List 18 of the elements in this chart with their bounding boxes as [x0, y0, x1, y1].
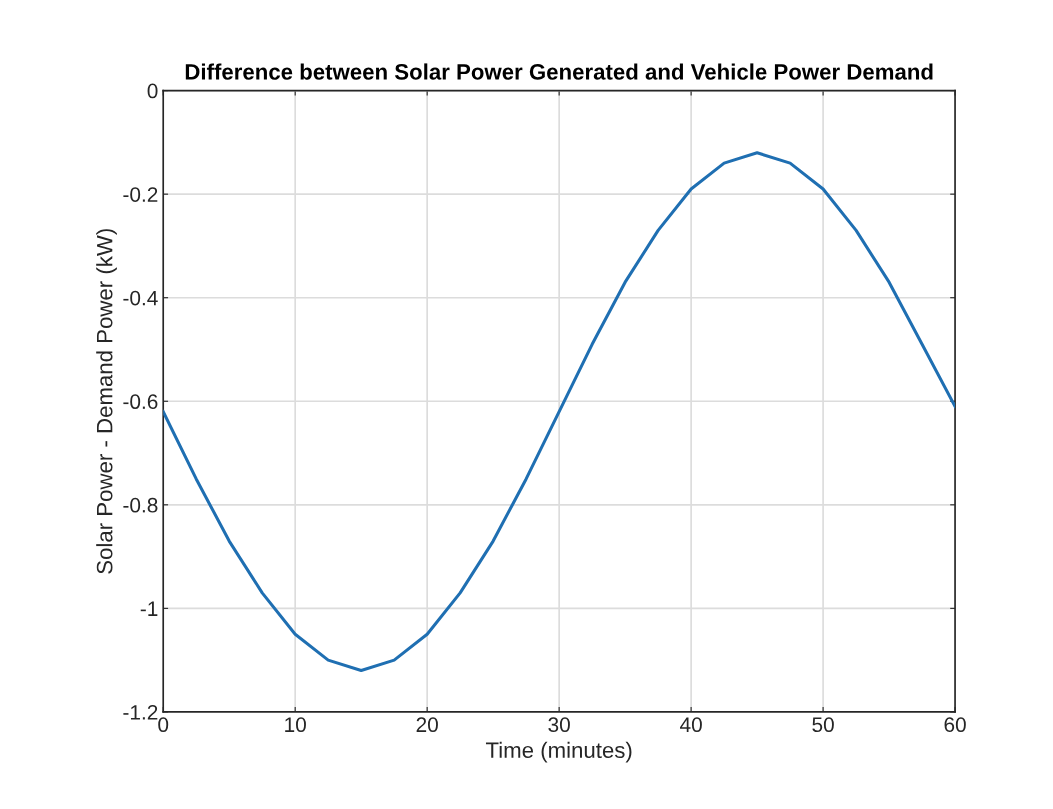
x-tick-label: 40 [680, 717, 702, 733]
x-tick-label: 30 [548, 717, 570, 733]
y-tick-label: -0.6 [123, 394, 158, 410]
y-tick-label: -1.2 [123, 704, 158, 720]
x-tick-label: 10 [285, 717, 306, 733]
x-tick-label: 60 [944, 717, 966, 733]
line-series [163, 151, 956, 673]
y-tick-label: -0.4 [123, 290, 158, 306]
chart-title: Difference between Solar Power Generated and Vehicle Power Demand [185, 63, 933, 80]
y-axis-title: Solar Power - Demand Power (kW) [96, 229, 117, 574]
y-tick-label: 0 [147, 83, 158, 99]
y-tick-label: -0.2 [123, 187, 158, 202]
y-tick-label: -0.8 [123, 497, 158, 513]
x-axis-title: Time (minutes) [485, 741, 632, 763]
y-tick-label: -1 [140, 601, 158, 616]
x-tick-label: 50 [812, 717, 834, 733]
x-tick-label: 20 [416, 717, 438, 733]
x-tick-label: 0 [158, 717, 169, 733]
